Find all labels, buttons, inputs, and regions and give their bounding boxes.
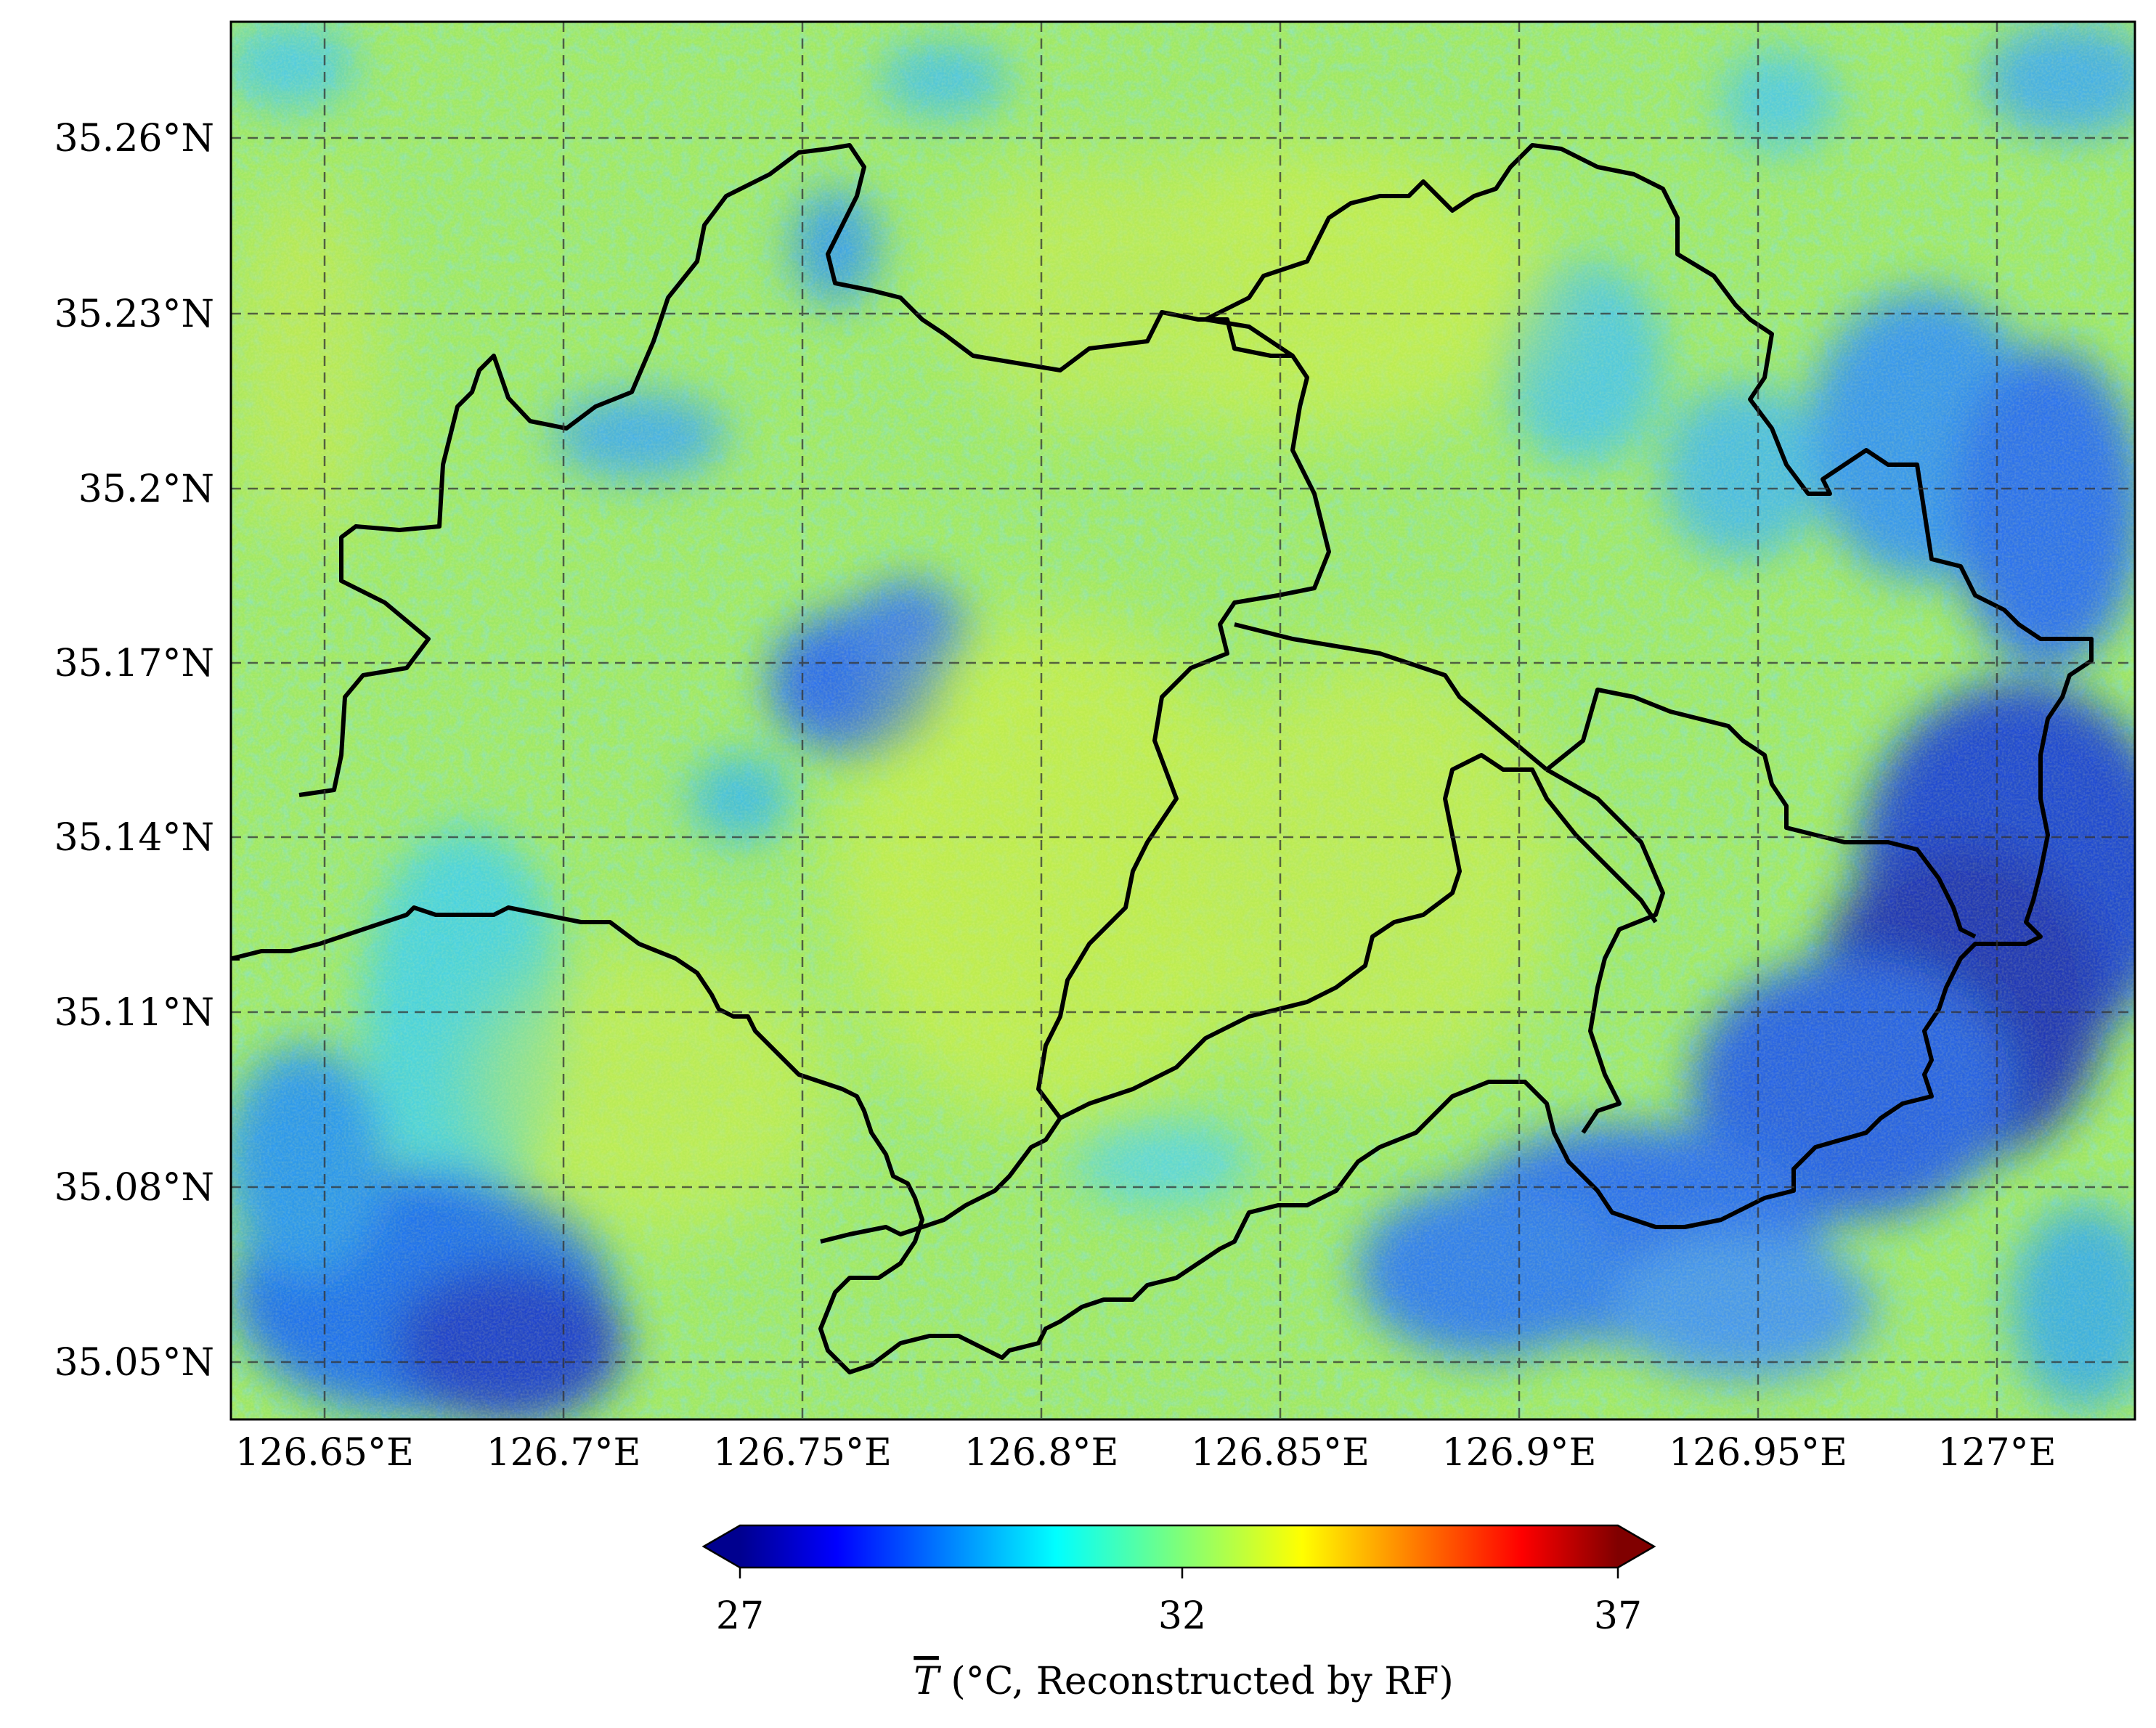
lon-tick-labels: 126.65°E 126.7°E 126.75°E 126.8°E 126.85… <box>235 1431 2057 1475</box>
colorbar: 27 32 37 T (°C, Reconstructed by RF) <box>701 1524 1656 1703</box>
lat-tick-2: 35.2°N <box>78 468 214 511</box>
lon-tick-2: 126.75°E <box>713 1431 892 1475</box>
lon-tick-7: 127°E <box>1937 1431 2056 1475</box>
colorbar-label-symbol: T <box>914 1660 941 1703</box>
gridlines <box>231 22 2135 1419</box>
colorbar-tick-mid: 32 <box>1158 1594 1206 1638</box>
colorbar-label-text: (°C, Reconstructed by RF) <box>939 1660 1454 1703</box>
lat-tick-4: 35.14°N <box>54 816 214 860</box>
colorbar-tick-max: 37 <box>1594 1594 1642 1638</box>
lat-tick-5: 35.11°N <box>54 991 214 1035</box>
colorbar-gradient <box>740 1525 1618 1568</box>
colorbar-extend-max <box>1618 1525 1654 1568</box>
map-frame <box>229 20 2136 1421</box>
temperature-map <box>231 22 2135 1419</box>
lon-tick-6: 126.95°E <box>1669 1431 1847 1475</box>
colorbar-tick-min: 27 <box>716 1594 764 1638</box>
lon-tick-5: 126.9°E <box>1442 1431 1597 1475</box>
colorbar-label: T (°C, Reconstructed by RF) <box>914 1660 1454 1703</box>
lon-tick-4: 126.85°E <box>1191 1431 1370 1475</box>
lon-tick-1: 126.7°E <box>487 1431 641 1475</box>
colorbar-extend-min <box>704 1525 740 1568</box>
lat-tick-7: 35.05°N <box>54 1341 214 1385</box>
lat-tick-labels: 35.26°N 35.23°N 35.2°N 35.17°N 35.14°N 3… <box>54 117 214 1385</box>
lat-tick-6: 35.08°N <box>54 1166 214 1210</box>
boundary-lines <box>231 143 2094 1374</box>
lat-tick-3: 35.17°N <box>54 642 214 685</box>
lon-tick-3: 126.8°E <box>964 1431 1119 1475</box>
lat-tick-1: 35.23°N <box>54 293 214 336</box>
lon-tick-0: 126.65°E <box>235 1431 414 1475</box>
lat-tick-0: 35.26°N <box>54 117 214 160</box>
